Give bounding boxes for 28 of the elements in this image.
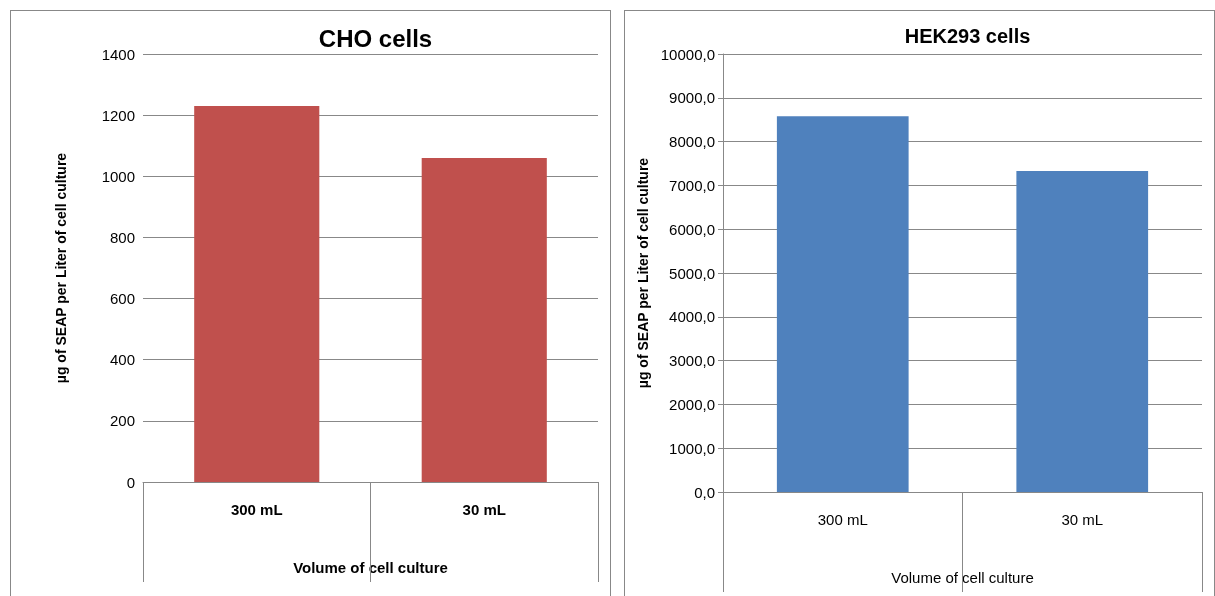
y-tick-label: 0,0 (694, 483, 715, 501)
y-tick-label: 6000,0 (669, 220, 715, 238)
y-tick-label: 4000,0 (669, 308, 715, 326)
y-tick-label: 0 (126, 473, 135, 491)
y-tick-label: 800 (109, 228, 135, 246)
x-tick-label: 300 mL (817, 511, 868, 528)
y-tick-label: 5000,0 (669, 264, 715, 282)
y-tick-label: 200 (109, 412, 135, 430)
x-tick-label: 300 mL (230, 501, 283, 518)
x-axis-title: Volume of cell culture (891, 569, 1034, 586)
y-tick-label: 1000,0 (669, 439, 715, 457)
x-tick-label: 30 mL (462, 501, 506, 518)
y-tick-label: 1000 (101, 167, 135, 185)
y-tick-label: 3000,0 (669, 352, 715, 370)
y-tick-label: 600 (109, 290, 135, 308)
y-axis-title: µg of SEAP per Liter of cell culture (53, 152, 69, 384)
y-tick-label: 9000,0 (669, 89, 715, 107)
y-tick-label: 400 (109, 351, 135, 369)
chart-title: HEK293 cells (904, 25, 1031, 47)
y-tick-label: 1400 (101, 45, 135, 63)
y-axis-title: µg of SEAP per Liter of cell culture (634, 157, 651, 389)
y-tick-label: 1200 (101, 106, 135, 124)
chart-title: CHO cells (318, 24, 433, 52)
y-tick-label: 8000,0 (669, 133, 715, 151)
x-tick-label: 30 mL (1061, 511, 1104, 528)
y-tick-label: 10000,0 (660, 45, 715, 63)
y-tick-label: 2000,0 (669, 395, 715, 413)
y-tick-label: 7000,0 (669, 176, 715, 194)
